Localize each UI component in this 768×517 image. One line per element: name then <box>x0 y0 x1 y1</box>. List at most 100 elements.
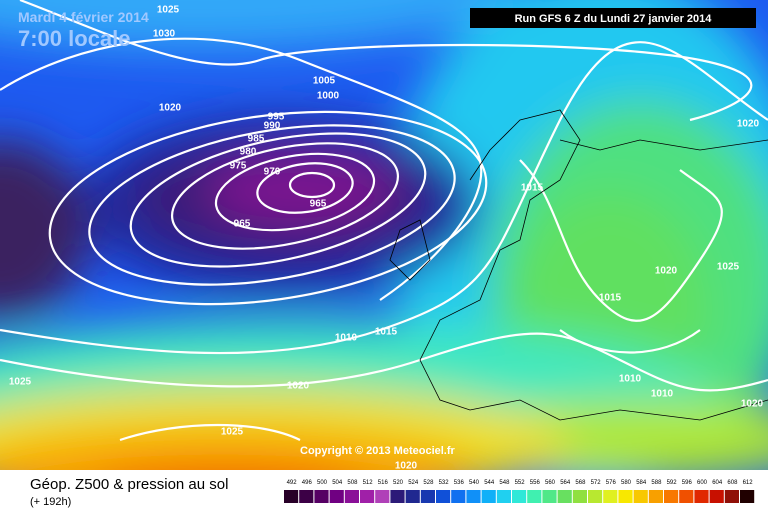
scale-label: 536 <box>454 480 465 486</box>
isobar-label: 1015 <box>521 183 544 194</box>
scale-swatch <box>709 490 724 503</box>
isobar-label: 1020 <box>741 399 764 410</box>
scale-swatch <box>512 490 527 503</box>
isobar-label: 1000 <box>317 91 340 102</box>
isobar-label: 1015 <box>599 293 622 304</box>
scale-swatch <box>405 490 420 503</box>
scale-label: 524 <box>408 480 419 486</box>
run-box <box>470 8 756 28</box>
scale-swatch <box>451 490 466 503</box>
isobar-label: 1010 <box>619 374 642 385</box>
scale-swatch <box>679 490 694 503</box>
scale-swatch <box>466 490 481 503</box>
scale-label: 552 <box>515 480 526 486</box>
scale-swatch <box>360 490 375 503</box>
isobar-label: 1015 <box>375 327 398 338</box>
scale-swatch <box>344 490 359 503</box>
isobar-label: 1005 <box>313 76 336 87</box>
isobar-label: 1025 <box>221 427 244 438</box>
run: Run GFS 6 Z du Lundi 27 janvier 2014 <box>515 13 713 25</box>
scale-label: 516 <box>378 480 389 486</box>
isobar-label: 1030 <box>153 29 176 40</box>
isobar-label: 980 <box>240 147 257 158</box>
scale-label: 592 <box>667 480 678 486</box>
isobar-label: 975 <box>230 161 247 172</box>
isobar-label: 1025 <box>157 5 180 16</box>
scale-swatch <box>633 490 648 503</box>
scale-label: 604 <box>712 480 723 486</box>
scale-swatch <box>694 490 709 503</box>
scale-label: 508 <box>347 480 358 486</box>
scale-label: 608 <box>727 480 738 486</box>
scale-swatch <box>329 490 344 503</box>
isobar-label: 1025 <box>717 262 740 273</box>
scale-label: 580 <box>621 480 632 486</box>
isobars <box>0 0 768 442</box>
coastlines <box>389 109 768 421</box>
scale-swatch <box>390 490 405 503</box>
scale-label: 492 <box>287 480 298 486</box>
scale-swatch <box>740 490 755 503</box>
scale-label: 540 <box>469 480 480 486</box>
isobar-label: 1020 <box>159 103 182 114</box>
scale-swatch <box>527 490 542 503</box>
scale-label: 548 <box>499 480 510 486</box>
scale-swatch <box>618 490 633 503</box>
isobar-label: 1020 <box>737 119 760 130</box>
scale-swatch <box>299 490 314 503</box>
copyright: Copyright © 2013 Meteociel.fr <box>300 445 456 457</box>
scale-label: 568 <box>575 480 586 486</box>
isobar-label: 985 <box>248 134 265 145</box>
scale-swatch <box>572 490 587 503</box>
isobar-label: 990 <box>264 121 281 132</box>
date: Mardi 4 février 2014 <box>18 9 149 25</box>
scale-swatch <box>588 490 603 503</box>
isobar-label: 1020 <box>287 381 310 392</box>
scale-swatch <box>420 490 435 503</box>
scale-label: 556 <box>530 480 541 486</box>
scale-label: 496 <box>302 480 313 486</box>
isobar-label: 970 <box>264 167 281 178</box>
scale-label: 572 <box>591 480 602 486</box>
scale-label: 560 <box>545 480 556 486</box>
isobar-label: 1025 <box>9 377 32 388</box>
scale-swatch <box>496 490 511 503</box>
footer-title: Géop. Z500 & pression au sol <box>30 476 228 493</box>
isobar-label: 965 <box>234 219 251 230</box>
scale-label: 500 <box>317 480 328 486</box>
scale-label: 544 <box>484 480 495 486</box>
time: 7:00 locale <box>18 26 131 51</box>
footer-lead: (+ 192h) <box>30 496 71 508</box>
scale-label: 576 <box>606 480 617 486</box>
scale-label: 612 <box>743 480 754 486</box>
scale-swatch <box>557 490 572 503</box>
scale-label: 600 <box>697 480 708 486</box>
scale-label: 512 <box>363 480 374 486</box>
isobar-label: 1020 <box>655 266 678 277</box>
scale-label: 564 <box>560 480 571 486</box>
scale-swatch <box>603 490 618 503</box>
isobar-label: 1010 <box>651 389 674 400</box>
scale-swatch <box>724 490 739 503</box>
isobar-label: 1010 <box>335 333 358 344</box>
scale-swatch <box>481 490 496 503</box>
isobar-label: 965 <box>310 199 327 210</box>
scale-label: 532 <box>439 480 450 486</box>
scale-label: 584 <box>636 480 647 486</box>
scale-label: 528 <box>423 480 434 486</box>
scale-label: 596 <box>682 480 693 486</box>
isobar-label: 995 <box>268 112 285 123</box>
scale-swatch <box>375 490 390 503</box>
scale-label: 504 <box>332 480 343 486</box>
scale-swatch <box>664 490 679 503</box>
scale-swatch <box>648 490 663 503</box>
scale-swatch <box>436 490 451 503</box>
scale-swatch <box>542 490 557 503</box>
isobar-label: 1020 <box>395 461 418 472</box>
scale-label: 520 <box>393 480 404 486</box>
scale-swatch <box>314 490 329 503</box>
scale-label: 588 <box>651 480 662 486</box>
